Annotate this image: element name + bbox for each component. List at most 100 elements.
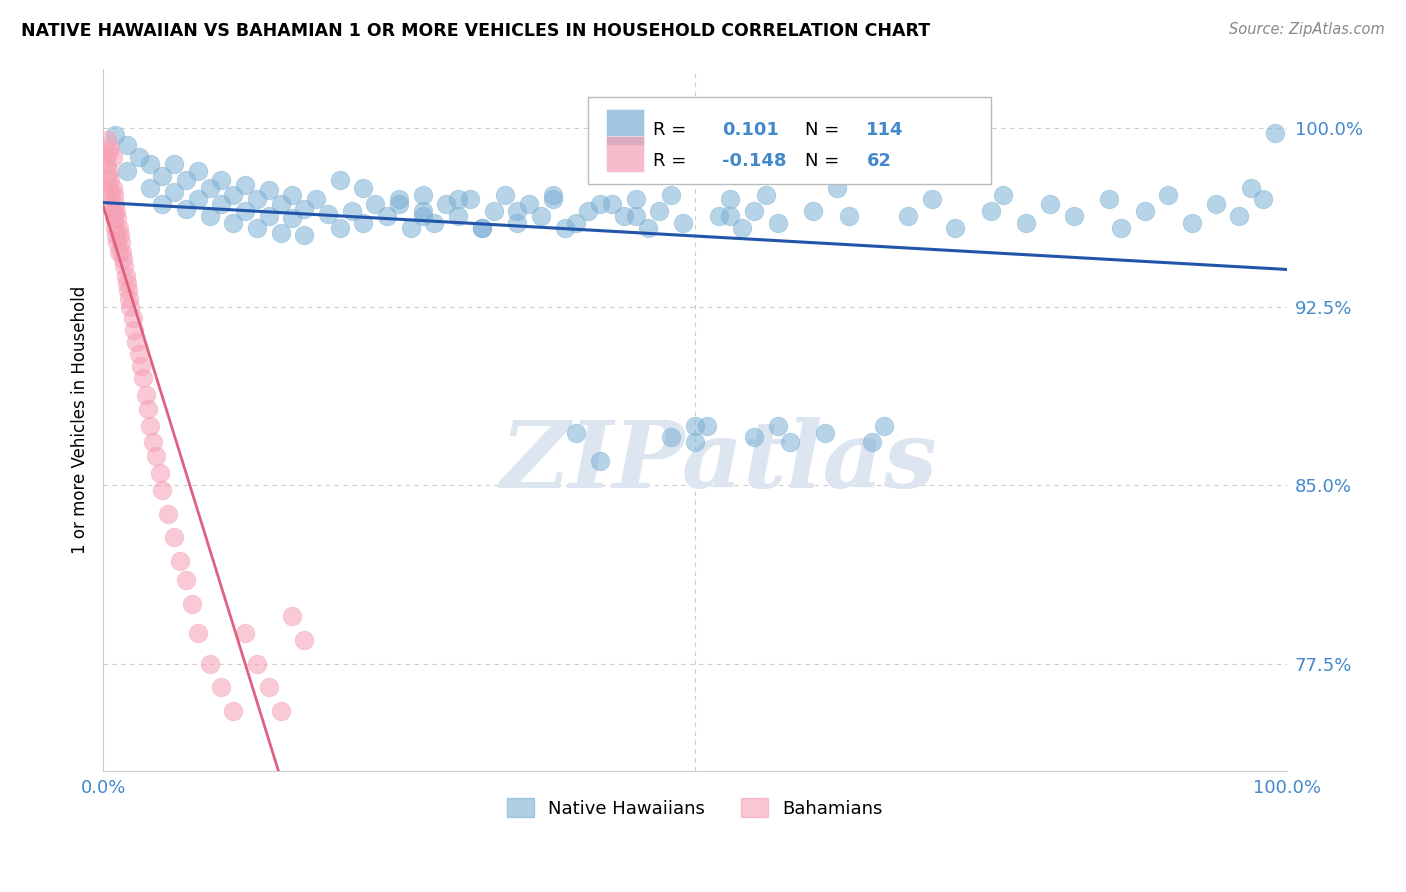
Point: [576, 204, 599, 219]
Text: NATIVE HAWAIIAN VS BAHAMIAN 1 OR MORE VEHICLES IN HOUSEHOLD CORRELATION CHART: NATIVE HAWAIIAN VS BAHAMIAN 1 OR MORE VE…: [21, 22, 931, 40]
Point: [434, 197, 457, 211]
Point: [107, 221, 129, 235]
Point: [1109, 221, 1132, 235]
Point: [506, 204, 529, 219]
Point: [530, 209, 553, 223]
Point: [103, 211, 125, 226]
Text: N =: N =: [804, 152, 845, 169]
FancyBboxPatch shape: [588, 96, 991, 185]
Point: [292, 228, 315, 243]
Point: [718, 209, 741, 223]
Point: [565, 425, 588, 440]
Point: [600, 197, 623, 211]
Point: [114, 268, 136, 283]
Point: [98, 180, 121, 194]
Point: [145, 450, 167, 464]
Point: [1015, 216, 1038, 230]
Point: [696, 418, 718, 433]
Point: [742, 204, 765, 219]
Point: [412, 209, 434, 223]
Point: [731, 221, 754, 235]
Point: [1039, 197, 1062, 211]
Point: [132, 371, 155, 385]
Point: [142, 435, 165, 450]
Legend: Native Hawaiians, Bahamians: Native Hawaiians, Bahamians: [499, 791, 890, 825]
Point: [97, 169, 120, 183]
Point: [1240, 180, 1263, 194]
Point: [187, 193, 209, 207]
Point: [233, 204, 256, 219]
Point: [246, 221, 269, 235]
Point: [211, 681, 233, 695]
Point: [412, 204, 434, 219]
Point: [112, 259, 135, 273]
Point: [718, 193, 741, 207]
Point: [471, 221, 494, 235]
Text: R =: R =: [654, 121, 692, 139]
Point: [270, 197, 292, 211]
Point: [305, 193, 328, 207]
Text: N =: N =: [804, 121, 845, 139]
Point: [375, 209, 398, 223]
Point: [96, 157, 118, 171]
Text: 0.101: 0.101: [723, 121, 779, 139]
Point: [149, 466, 172, 480]
Point: [281, 609, 304, 624]
Point: [96, 133, 118, 147]
Point: [129, 359, 152, 373]
Point: [353, 180, 375, 194]
Text: 114: 114: [866, 121, 904, 139]
Point: [1264, 126, 1286, 140]
Point: [100, 187, 122, 202]
Point: [1227, 209, 1250, 223]
Point: [316, 207, 339, 221]
Point: [150, 169, 173, 183]
Point: [94, 150, 117, 164]
Point: [105, 211, 128, 226]
Point: [825, 180, 848, 194]
Point: [589, 454, 612, 468]
Point: [766, 216, 789, 230]
Point: [683, 418, 706, 433]
Point: [672, 216, 695, 230]
FancyBboxPatch shape: [606, 136, 644, 172]
Point: [495, 187, 517, 202]
Point: [1133, 204, 1156, 219]
Point: [921, 193, 943, 207]
Point: [98, 140, 121, 154]
Point: [118, 293, 141, 307]
Point: [801, 204, 824, 219]
Point: [399, 221, 422, 235]
Point: [1205, 197, 1227, 211]
Point: [991, 187, 1014, 202]
Point: [257, 681, 280, 695]
Point: [589, 197, 612, 211]
Point: [108, 228, 131, 243]
Point: [120, 300, 142, 314]
Point: [101, 204, 124, 219]
Point: [187, 164, 209, 178]
Point: [198, 657, 221, 671]
Point: [187, 625, 209, 640]
Point: [139, 180, 162, 194]
Point: [128, 150, 150, 164]
Point: [198, 209, 221, 223]
Point: [222, 704, 245, 718]
Point: [104, 128, 127, 143]
Point: [111, 244, 134, 259]
Point: [105, 204, 128, 219]
Point: [943, 221, 966, 235]
Point: [683, 435, 706, 450]
Point: [292, 202, 315, 216]
Point: [340, 204, 363, 219]
Point: [1098, 193, 1121, 207]
Point: [105, 235, 128, 250]
Point: [246, 193, 269, 207]
Point: [98, 164, 121, 178]
Point: [1181, 216, 1204, 230]
Point: [412, 187, 434, 202]
Point: [115, 276, 138, 290]
Point: [198, 180, 221, 194]
Point: [353, 216, 375, 230]
Point: [613, 209, 636, 223]
